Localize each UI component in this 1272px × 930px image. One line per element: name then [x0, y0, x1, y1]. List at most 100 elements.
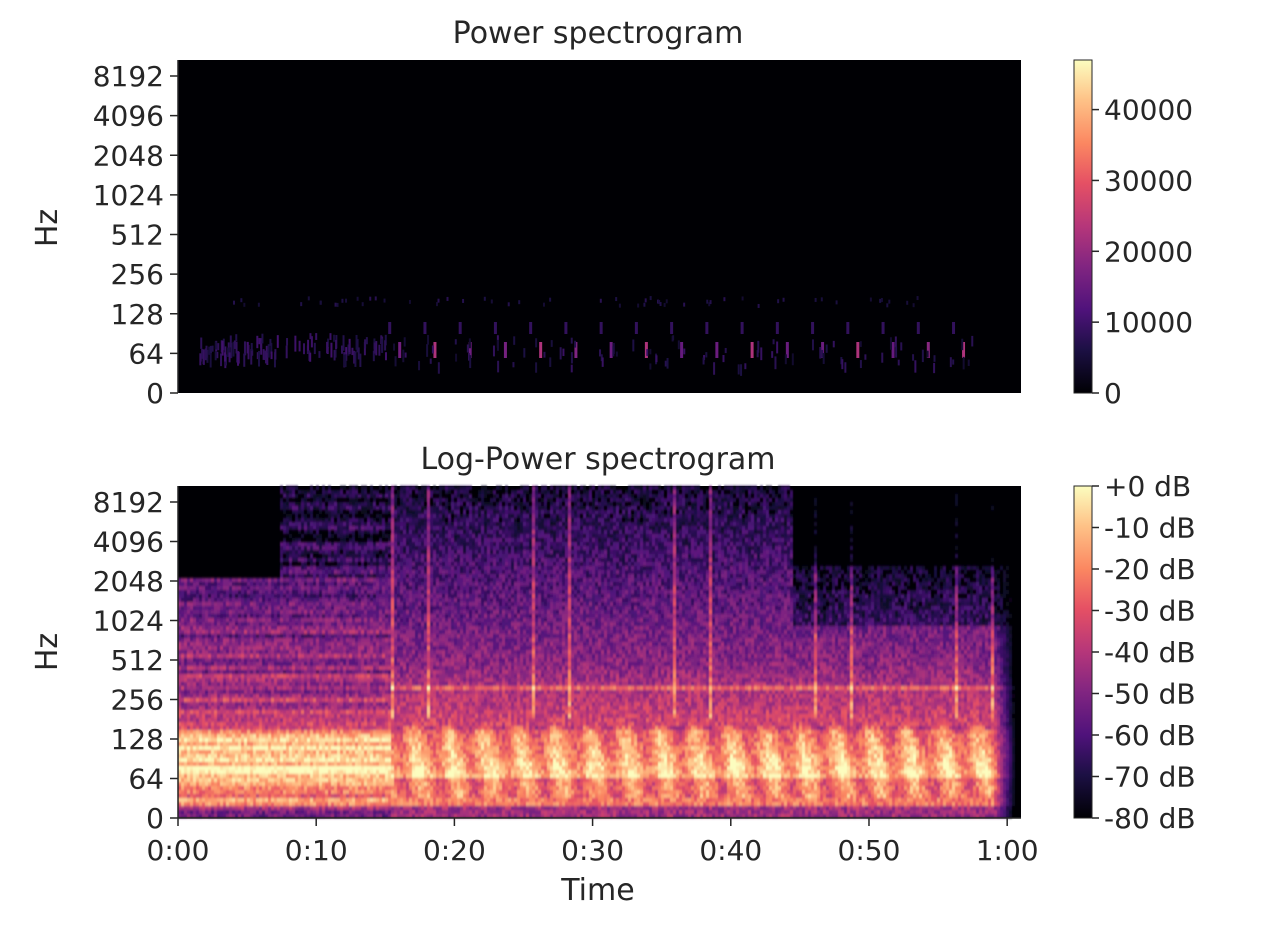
- heatmap-cell: [214, 586, 217, 590]
- heatmap-cell: [253, 698, 256, 702]
- heatmap-cell: [301, 718, 304, 722]
- heatmap-cell: [570, 352, 573, 364]
- heatmap-cell: [361, 618, 364, 622]
- heatmap-cell: [208, 746, 211, 750]
- heatmap-cell: [334, 646, 337, 650]
- heatmap-cell: [280, 690, 283, 694]
- heatmap-cell: [223, 666, 226, 670]
- heatmap-cell: [184, 582, 187, 586]
- heatmap-cell: [313, 726, 316, 730]
- heatmap-cell: [310, 758, 313, 762]
- heatmap-cell: [193, 582, 196, 586]
- heatmap-cell: [220, 802, 223, 806]
- heatmap-cell: [223, 690, 226, 694]
- heatmap-cell: [244, 622, 247, 626]
- heatmap-cell: [310, 778, 313, 782]
- heatmap-cell: [187, 754, 190, 758]
- heatmap-cell: [265, 798, 268, 802]
- heatmap-cell: [280, 806, 283, 810]
- heatmap-cell: [343, 558, 346, 562]
- heatmap-cell: [244, 698, 247, 702]
- heatmap-cell: [292, 626, 295, 630]
- heatmap-cell: [193, 794, 196, 798]
- heatmap-cell: [313, 810, 316, 814]
- heatmap-cell: [253, 674, 256, 678]
- heatmap-cell: [223, 598, 226, 602]
- heatmap-cell: [298, 586, 301, 590]
- heatmap-cell: [277, 654, 280, 658]
- heatmap-cell: [274, 706, 277, 710]
- heatmap-cell: [352, 542, 355, 546]
- heatmap-cell: [358, 738, 361, 742]
- heatmap-cell: [307, 762, 310, 766]
- heatmap-cell: [184, 594, 187, 598]
- heatmap-cell: [313, 666, 316, 670]
- heatmap-cell: [184, 622, 187, 626]
- heatmap-cell: [283, 678, 286, 682]
- heatmap-cell: [325, 742, 328, 746]
- heatmap-cell: [373, 618, 376, 622]
- heatmap-cell: [358, 550, 361, 554]
- heatmap-cell: [298, 618, 301, 622]
- heatmap-cell: [217, 578, 220, 582]
- heatmap-cell: [217, 734, 220, 738]
- heatmap-cell: [304, 734, 307, 738]
- heatmap-cell: [307, 662, 310, 666]
- heatmap-cell: [301, 550, 304, 554]
- heatmap-cell: [226, 766, 229, 770]
- heatmap-cell: [262, 590, 265, 594]
- heatmap-cell: [181, 786, 184, 790]
- heatmap-cell: [325, 506, 328, 510]
- heatmap-cell: [373, 730, 376, 734]
- heatmap-cell: [364, 606, 367, 610]
- heatmap-cell: [199, 742, 202, 746]
- heatmap-cell: [208, 686, 211, 690]
- heatmap-cell: [280, 646, 283, 650]
- heatmap-cell: [331, 794, 334, 798]
- heatmap-cell: [370, 574, 373, 578]
- heatmap-cell: [319, 598, 322, 602]
- heatmap-cell: [331, 550, 334, 554]
- heatmap-cell: [343, 806, 346, 810]
- heatmap-cell: [283, 806, 286, 810]
- heatmap-cell: [340, 598, 343, 602]
- heatmap-cell: [376, 798, 379, 802]
- heatmap-cell: [199, 622, 202, 626]
- heatmap-cell: [205, 758, 208, 762]
- heatmap-cell: [289, 610, 292, 614]
- heatmap-cell: [211, 730, 214, 734]
- heatmap-cell: [352, 782, 355, 786]
- heatmap-cell: [280, 666, 283, 670]
- heatmap-cell: [244, 594, 247, 598]
- heatmap-cell: [328, 674, 331, 678]
- heatmap-cell: [298, 630, 301, 634]
- heatmap-cell: [193, 758, 196, 762]
- heatmap-cell: [250, 718, 253, 722]
- heatmap-cell: [286, 674, 289, 678]
- heatmap-cell: [244, 662, 247, 666]
- heatmap-cell: [181, 670, 184, 674]
- heatmap-cell: [322, 546, 325, 550]
- heatmap-cell: [295, 806, 298, 810]
- heatmap-cell: [346, 762, 349, 766]
- heatmap-cell: [349, 710, 352, 714]
- heatmap-cell: [232, 710, 235, 714]
- heatmap-cell: [310, 730, 313, 734]
- heatmap-cell: [384, 334, 387, 346]
- heatmap-cell: [181, 614, 184, 618]
- heatmap-cell: [241, 730, 244, 734]
- heatmap-cell: [205, 622, 208, 626]
- heatmap-cell: [313, 546, 316, 550]
- heatmap-cell: [244, 666, 247, 670]
- heatmap-cell: [331, 502, 334, 506]
- heatmap-cell: [361, 534, 364, 538]
- heatmap-cell: [184, 726, 187, 730]
- heatmap-cell: [328, 778, 331, 782]
- heatmap-cell: [196, 606, 199, 610]
- heatmap-cell: [265, 750, 268, 754]
- heatmap-cell: [316, 502, 319, 506]
- heatmap-cell: [202, 662, 205, 666]
- heatmap-cell: [265, 754, 268, 758]
- heatmap-cell: [334, 730, 337, 734]
- heatmap-cell: [205, 698, 208, 702]
